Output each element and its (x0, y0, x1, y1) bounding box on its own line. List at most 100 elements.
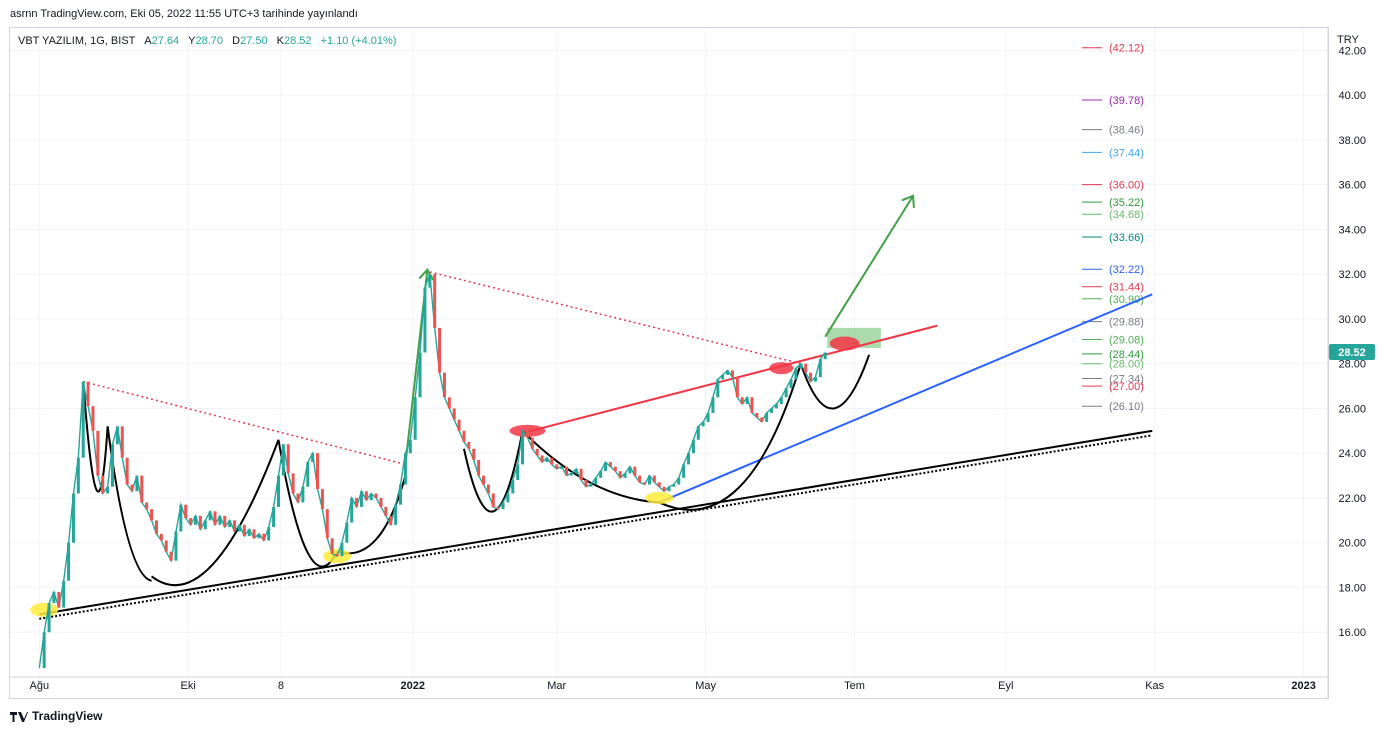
candle-body (579, 468, 583, 481)
candle-body (208, 511, 212, 521)
candle-body (296, 493, 300, 503)
candle-body (813, 377, 817, 382)
candle-body (189, 518, 193, 525)
change-value: +1.10 (+4.01%) (320, 35, 397, 47)
candle-body (701, 421, 705, 427)
candle-body (667, 486, 671, 492)
price-level-label: (27.00) (1109, 381, 1144, 393)
last-price-label: 28.52 (1338, 347, 1366, 359)
candle-body (413, 397, 417, 440)
candle-body (525, 430, 529, 438)
candle-body (633, 466, 637, 476)
candle-body (535, 448, 539, 456)
candle-body (799, 363, 803, 369)
candle-body (47, 603, 51, 633)
x-tick-label: Mar (547, 680, 566, 692)
candle-body (364, 491, 368, 501)
candle-body (145, 502, 149, 510)
y-tick-label: 16.00 (1338, 627, 1366, 639)
y-tick-label: 34.00 (1338, 224, 1366, 236)
candle-body (730, 370, 734, 378)
candle-body (774, 403, 778, 409)
last-price-tag (1329, 344, 1375, 361)
close-value: 28.52 (284, 35, 312, 47)
candle-body (325, 509, 329, 539)
candle-body (687, 453, 691, 465)
candle-body (389, 515, 393, 525)
candle-body (486, 484, 490, 494)
price-level-label: (35.22) (1109, 197, 1144, 209)
price-level-label: (28.00) (1109, 359, 1144, 371)
price-level-label: (29.08) (1109, 335, 1144, 347)
candle-body (125, 457, 129, 485)
price-series (38, 273, 827, 669)
candle-body (447, 397, 451, 409)
candle-body (574, 468, 578, 474)
candle-body (311, 453, 315, 463)
candle-body (203, 520, 207, 530)
candle-body (501, 502, 505, 510)
candle-body (233, 520, 237, 532)
cup-curve (521, 430, 660, 504)
candle-body (257, 533, 261, 539)
candle-body (491, 493, 495, 507)
candle-body (101, 475, 105, 494)
candle-body (564, 466, 568, 476)
candle-body (691, 439, 695, 454)
candle-body (716, 379, 720, 398)
candle-body (159, 533, 163, 541)
x-tick-label: 2023 (1291, 680, 1315, 692)
price-level-label: (26.10) (1109, 401, 1144, 413)
highlight-ellipse (30, 602, 59, 617)
cup-curve (82, 381, 109, 493)
candle-body (462, 430, 466, 443)
candle-body (643, 482, 647, 485)
candle-body (379, 497, 383, 507)
candle-body (135, 475, 139, 492)
candle-body (223, 515, 227, 528)
open-value: 27.64 (151, 35, 180, 47)
x-tick-label: 8 (278, 680, 284, 692)
candle-body (818, 359, 822, 378)
candle-body (809, 372, 813, 382)
candle-body (540, 455, 544, 463)
descending-dotted-line (429, 271, 801, 365)
candle-body (599, 471, 603, 478)
candle-body (662, 486, 666, 492)
price-level-label: (39.78) (1109, 95, 1144, 107)
candle-body (281, 444, 285, 476)
candle-body (506, 493, 510, 503)
price-level-label: (38.46) (1109, 125, 1144, 137)
candle-body (140, 475, 144, 503)
candle-body (359, 491, 363, 507)
candle-body (267, 527, 271, 541)
candle-body (86, 381, 90, 407)
candle-body (96, 430, 100, 476)
candle-body (496, 506, 500, 510)
candle-body (442, 372, 446, 398)
candle-body (652, 475, 656, 483)
candle-body (682, 464, 686, 478)
candle-body (330, 538, 334, 554)
y-tick-label: 36.00 (1338, 180, 1366, 192)
candle-body (623, 473, 627, 478)
candle-body (550, 457, 554, 465)
descending-dotted-line (83, 380, 406, 466)
candle-body (584, 480, 588, 487)
candle-body (569, 473, 573, 476)
candle-body (452, 408, 456, 420)
candle-body (213, 511, 217, 525)
price-level-label: (34.68) (1109, 209, 1144, 221)
candle-body (340, 542, 344, 557)
cup-curve (799, 354, 871, 410)
candle-body (560, 466, 564, 469)
y-tick-label: 38.00 (1338, 135, 1366, 147)
price-line (38, 273, 826, 669)
candle-body (76, 457, 80, 494)
resistance-trendline (522, 324, 938, 435)
price-level-label: (37.44) (1109, 147, 1144, 159)
candle-body (276, 475, 280, 507)
candle-body (613, 466, 617, 472)
x-tick-label: Eyl (998, 680, 1013, 692)
